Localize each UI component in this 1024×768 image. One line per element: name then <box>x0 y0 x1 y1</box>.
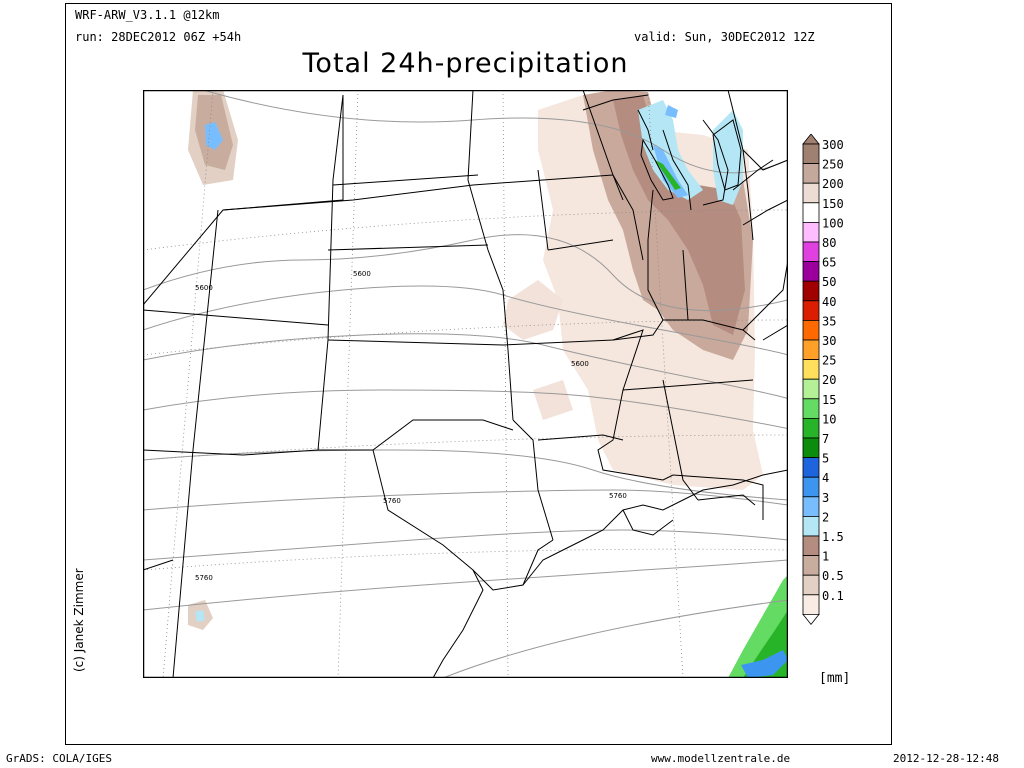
precip-band-dark <box>613 95 745 335</box>
contour-label: 5760 <box>383 497 401 505</box>
legend-label: 50 <box>822 275 836 289</box>
contour-label: 5760 <box>195 574 213 582</box>
legend-label: 10 <box>822 412 836 426</box>
legend-label: 30 <box>822 334 836 348</box>
legend-swatch <box>802 398 820 419</box>
contour-label: 5600 <box>195 284 213 292</box>
run-label: run: 28DEC2012 06Z +54h <box>75 30 242 44</box>
footer-software: GrADS: COLA/IGES <box>6 752 112 765</box>
legend-label: 2 <box>822 510 829 524</box>
legend-label: 25 <box>822 354 836 368</box>
legend-unit: [mm] <box>819 671 851 686</box>
color-legend: 300 250 200 150 100 80 65 50 40 35 30 25 20 15 10 7 5 4 3 2… <box>801 133 871 634</box>
legend-swatch <box>802 457 820 478</box>
legend-label: 1.5 <box>822 530 844 544</box>
legend-label: 250 <box>822 158 844 172</box>
legend-swatch <box>802 182 820 204</box>
legend-label: 15 <box>822 393 836 407</box>
legend-swatch <box>802 241 820 263</box>
state-boundaries <box>142 89 789 679</box>
contour-label: 5760 <box>609 492 627 500</box>
legend-label: 100 <box>822 216 844 230</box>
legend-swatch <box>802 476 820 498</box>
figure-frame <box>65 3 892 745</box>
legend-swatch <box>802 300 820 321</box>
footer-website: www.modellzentrale.de <box>651 752 791 765</box>
legend-label: 1 <box>822 550 829 564</box>
legend-swatch <box>802 261 820 282</box>
legend-swatch <box>802 339 820 361</box>
legend-swatch <box>802 280 820 302</box>
legend-label: 40 <box>822 295 836 309</box>
precipitation-shading <box>188 90 788 678</box>
legend-swatch <box>802 594 820 615</box>
great-lakes <box>582 94 789 226</box>
legend-top-arrow <box>802 133 820 145</box>
precip-blue-lake-michigan <box>653 105 688 198</box>
legend-label: 0.1 <box>822 589 844 603</box>
footer-timestamp: 2012-12-28-12:48 <box>893 752 999 765</box>
model-label: WRF-ARW_V3.1.1 @12km <box>75 8 220 22</box>
contour-labels: 5600 5600 5600 5760 5760 5760 <box>195 270 627 582</box>
precip-area-west-streaks <box>503 280 573 420</box>
legend-label: 65 <box>822 256 836 270</box>
height-contours <box>142 89 813 679</box>
legend-label: 5 <box>822 452 829 466</box>
legend-swatch <box>802 574 820 596</box>
contour-label: 5600 <box>353 270 371 278</box>
precip-green-streak <box>655 160 681 190</box>
author-credit: (c) Janek Zimmer <box>72 568 86 672</box>
legend-swatch <box>802 496 820 517</box>
legend-swatch <box>802 378 820 400</box>
legend-label: 35 <box>822 314 836 328</box>
legend-swatch <box>802 163 820 184</box>
valid-time-label: valid: Sun, 30DEC2012 12Z <box>634 30 815 44</box>
legend-swatch <box>802 417 820 439</box>
legend-label: 80 <box>822 236 836 250</box>
legend-label: 4 <box>822 471 829 485</box>
precip-spot-southwest-core <box>195 610 205 622</box>
legend-swatch <box>802 222 820 243</box>
legend-swatch <box>802 359 820 380</box>
legend-label: 200 <box>822 177 844 191</box>
legend-bottom-arrow <box>802 613 820 626</box>
contour-label: 5600 <box>571 360 589 368</box>
map-title: Total 24h-precipitation <box>302 48 629 79</box>
legend-label: 7 <box>822 432 829 446</box>
legend-label: 20 <box>822 373 836 387</box>
precip-area-southeast-blue <box>741 650 788 678</box>
legend-swatch <box>802 437 820 459</box>
legend-swatch <box>802 202 820 223</box>
legend-label: 150 <box>822 197 844 211</box>
legend-label: 300 <box>822 138 844 152</box>
legend-label: 0.5 <box>822 569 844 583</box>
legend-swatch <box>802 515 820 537</box>
legend-swatch <box>802 143 820 165</box>
legend-swatch <box>802 555 820 576</box>
precip-blue-northwest <box>205 122 223 150</box>
legend-swatch <box>802 319 820 341</box>
coastlines <box>432 109 789 679</box>
legend-label: 3 <box>822 491 829 505</box>
precipitation-map: 5600 5600 5600 5760 5760 5760 <box>142 89 813 679</box>
legend-swatch <box>802 535 820 557</box>
